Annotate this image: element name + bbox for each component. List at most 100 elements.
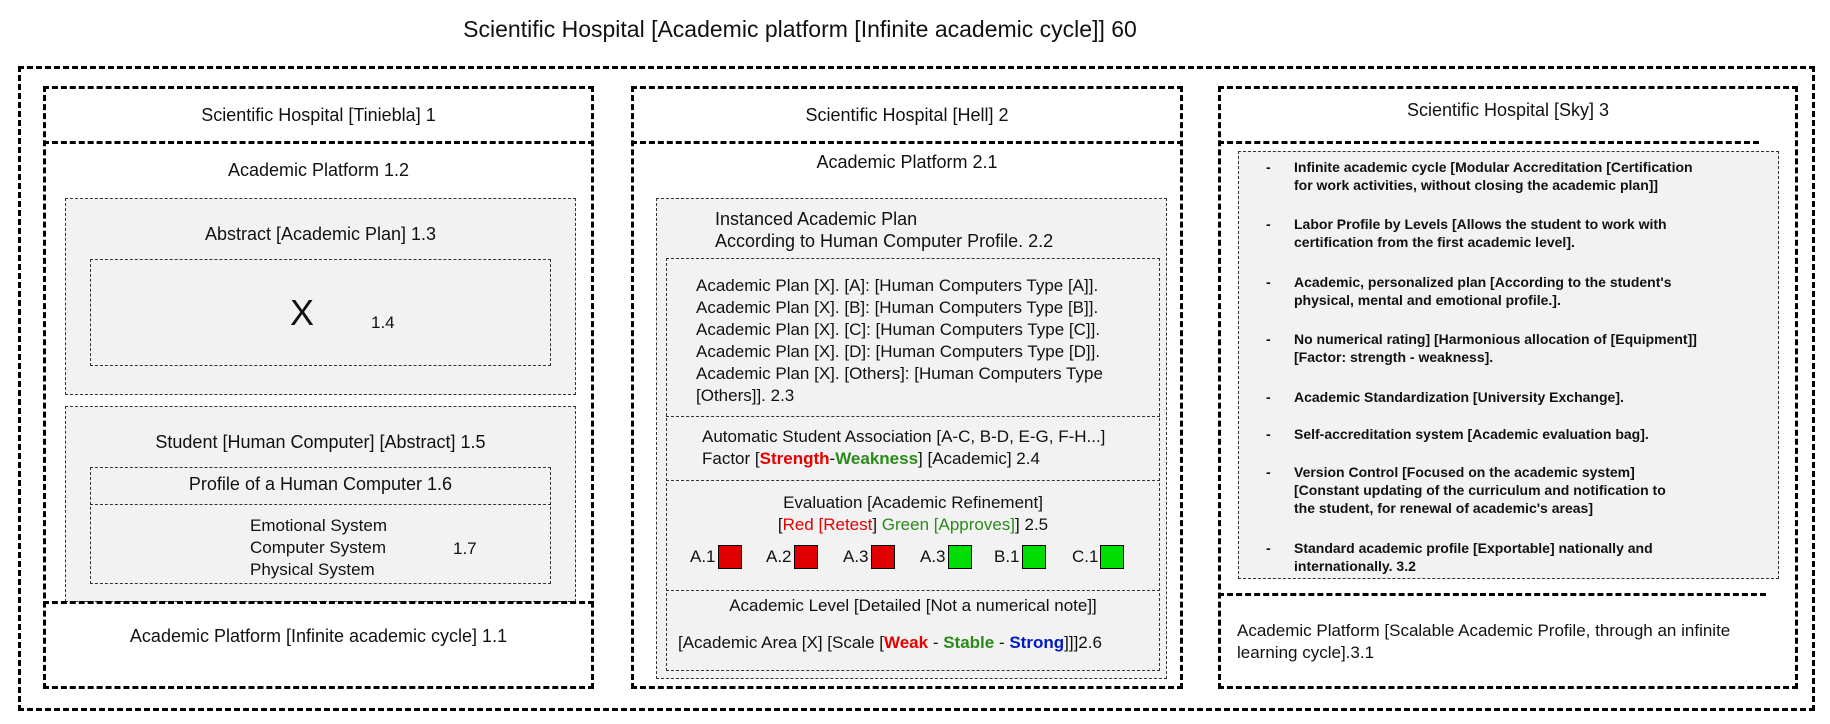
bullet-dash: -: [1266, 159, 1271, 175]
x-mark: X: [290, 292, 315, 333]
evaluation-divider: [666, 480, 1160, 481]
column-1-platform: Academic Platform 1.2: [227, 160, 410, 180]
feature-line: physical, mental and emotional profile.]…: [1294, 292, 1561, 308]
feature-text: Infinite academic cycle [Modular Accredi…: [1294, 158, 1764, 194]
feature-line: Self-accreditation system [Academic eval…: [1294, 426, 1649, 442]
column-1-footer: Academic Platform [Infinite academic cyc…: [129, 626, 508, 646]
grade-square: [947, 545, 972, 569]
grade-label: A.3: [843, 547, 869, 566]
profile-box: [90, 467, 551, 584]
instanced-line: According to Human Computer Profile. 2.2: [715, 231, 1054, 251]
association-block: Automatic Student Association [A-C, B-D,…: [702, 426, 1105, 470]
association-line: Automatic Student Association [A-C, B-D,…: [702, 427, 1106, 446]
weak-text: Weak: [883, 633, 929, 652]
column-3-divider: [1218, 141, 1759, 144]
features-list: - Infinite academic cycle [Modular Accred…: [1266, 158, 1766, 578]
features-panel: [1238, 151, 1779, 579]
factor-prefix: Factor [: [702, 449, 760, 468]
grade-item: C.1: [1072, 545, 1125, 569]
bullet-dash: -: [1266, 464, 1271, 480]
instanced-line: Instanced Academic Plan: [715, 209, 918, 229]
x-mark-label: 1.4: [371, 313, 395, 332]
feature-line: Academic, personalized plan [According t…: [1294, 274, 1672, 290]
column-1-divider: [43, 141, 594, 144]
association-divider: [666, 416, 1160, 417]
level-scale: [Academic Area [X] [Scale [Weak - Stable…: [678, 633, 1102, 653]
feature-line: Standard academic profile [Exportable] n…: [1294, 540, 1653, 556]
evaluation-end: ] 2.5: [1015, 515, 1049, 534]
instanced-plan-title: Instanced Academic Plan According to Hum…: [715, 208, 1053, 252]
strength-text: Strength: [759, 449, 830, 468]
feature-line: [Constant updating of the curriculum and…: [1294, 482, 1666, 498]
factor-line: Factor [Strength-Weakness] [Academic] 2.…: [702, 448, 1105, 470]
level-sep2: -: [994, 633, 1010, 652]
feature-text: No numerical rating] [Harmonious allocat…: [1294, 330, 1764, 366]
profile-divider: [90, 504, 551, 505]
systems-label: 1.7: [453, 539, 477, 558]
feature-line: Version Control [Focused on the academic…: [1294, 464, 1635, 480]
grade-item: B.1: [994, 545, 1046, 569]
plan-line: Academic Plan [X]. [A]: [Human Computers…: [696, 276, 1099, 295]
feature-line: No numerical rating] [Harmonious allocat…: [1294, 331, 1697, 347]
column-3-footer: Academic Platform [Scalable Academic Pro…: [1237, 620, 1782, 664]
evaluation-open: [: [777, 515, 783, 534]
feature-line: Labor Profile by Levels [Allows the stud…: [1294, 216, 1667, 232]
weakness-text: Weakness: [835, 449, 919, 468]
grade-square: [870, 545, 895, 569]
grade-label: A.2: [766, 547, 792, 566]
bullet-dash: -: [1266, 331, 1271, 347]
feature-line: [Factor: strength - weakness].: [1294, 349, 1494, 365]
factor-sep: -: [829, 449, 836, 468]
outer-frame: [18, 66, 1815, 711]
grade-label: C.1: [1072, 547, 1099, 566]
column-3-footer-divider: [1218, 593, 1766, 596]
feature-line: certification from the first academic le…: [1294, 234, 1575, 250]
plan-details-box: [666, 258, 1160, 671]
grade-square: [717, 545, 742, 569]
bullet-dash: -: [1266, 426, 1271, 442]
footer-line: Academic Platform [Scalable Academic Pro…: [1237, 621, 1731, 640]
level-suffix: ]]]2.6: [1064, 633, 1102, 652]
grade-square: [1021, 545, 1046, 569]
plan-line: Academic Plan [X]. [Others]: [Human Comp…: [696, 364, 1103, 383]
systems-list: Emotional System Computer System Physica…: [250, 515, 387, 581]
plan-line: Academic Plan [X]. [C]: [Human Computers…: [696, 320, 1101, 339]
evaluation-green: Green [Approves]: [881, 515, 1016, 534]
level-divider: [666, 590, 1160, 591]
footer-line: learning cycle].3.1: [1237, 643, 1375, 662]
feature-line: for work activities, without closing the…: [1294, 177, 1659, 193]
feature-text: Self-accreditation system [Academic eval…: [1294, 425, 1764, 443]
grade-label: A.3: [920, 547, 946, 566]
grade-item: A.2: [766, 545, 818, 569]
plan-line: Academic Plan [X]. [D]: [Human Computers…: [696, 342, 1101, 361]
column-2-frame: [631, 86, 1183, 689]
feature-text: Academic, personalized plan [According t…: [1294, 273, 1764, 309]
plan-line: [Others]]. 2.3: [696, 386, 795, 405]
grade-square: [1100, 545, 1125, 569]
feature-line: internationally. 3.2: [1294, 558, 1416, 574]
evaluation-mid: ]: [872, 515, 882, 534]
student-title: Student [Human Computer] [Abstract] 1.5: [155, 432, 486, 452]
strong-text: Strong: [1009, 633, 1065, 652]
grade-item: A.3: [920, 545, 972, 569]
feature-line: Infinite academic cycle [Modular Accredi…: [1294, 159, 1693, 175]
feature-text: Standard academic profile [Exportable] n…: [1294, 539, 1764, 575]
diagram-title: Scientific Hospital [Academic platform […: [463, 16, 1137, 42]
grade-label: B.1: [994, 547, 1020, 566]
bullet-dash: -: [1266, 216, 1271, 232]
level-title: Academic Level [Detailed [Not a numerica…: [729, 596, 1097, 615]
column-2-header: Scientific Hospital [Hell] 2: [805, 105, 1009, 125]
level-prefix: [Academic Area [X] [Scale [: [678, 633, 884, 652]
profile-title: Profile of a Human Computer 1.6: [188, 474, 453, 494]
grade-item: A.1: [690, 545, 742, 569]
grade-square: [793, 545, 818, 569]
column-1-header: Scientific Hospital [Tiniebla] 1: [201, 105, 436, 125]
bullet-dash: -: [1266, 389, 1271, 405]
stable-text: Stable: [943, 633, 995, 652]
system-item: Physical System: [250, 560, 375, 579]
plan-line: Academic Plan [X]. [B]: [Human Computers…: [696, 298, 1099, 317]
evaluation-legend: [Red [Retest] Green [Approves]] 2.5: [666, 514, 1160, 536]
feature-line: Academic Standardization [University Exc…: [1294, 389, 1624, 405]
column-2-platform: Academic Platform 2.1: [816, 152, 998, 172]
feature-text: Version Control [Focused on the academic…: [1294, 463, 1764, 517]
